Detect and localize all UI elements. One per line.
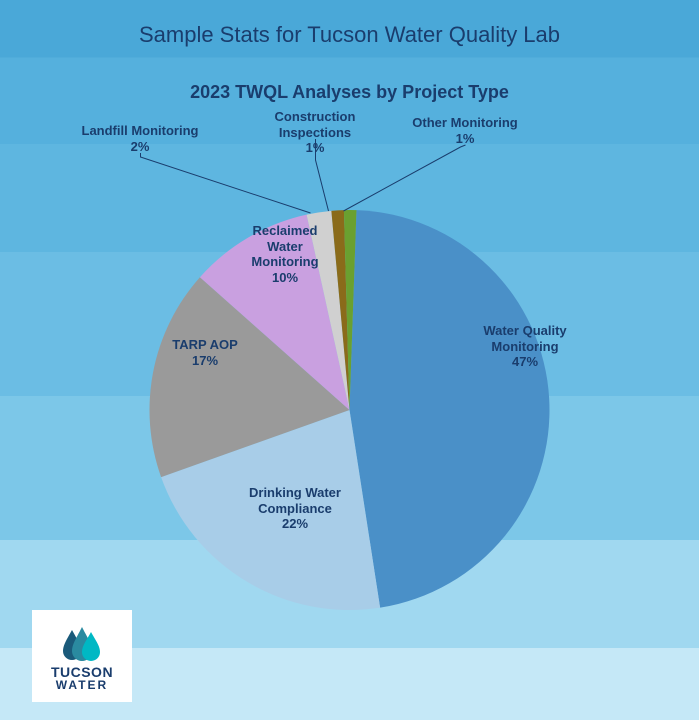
logo-line1: TUCSON xyxy=(51,665,113,679)
slice-label: Drinking Water Compliance 22% xyxy=(220,485,370,532)
slice-label: Landfill Monitoring 2% xyxy=(65,123,215,154)
slice-label: Reclaimed Water Monitoring 10% xyxy=(235,223,335,285)
slice-label: Other Monitoring 1% xyxy=(395,115,535,146)
logo-line2: WATER xyxy=(51,679,113,691)
pie-svg xyxy=(0,115,699,635)
slice-label: Construction Inspections 1% xyxy=(255,109,375,156)
slice-label: Water Quality Monitoring 47% xyxy=(450,323,600,370)
pie-slice xyxy=(349,210,549,608)
water-drops-icon xyxy=(58,623,106,663)
tucson-water-logo: TUCSON WATER xyxy=(32,610,132,702)
slice-label: TARP AOP 17% xyxy=(155,337,255,368)
chart-title: 2023 TWQL Analyses by Project Type xyxy=(0,82,699,103)
logo-text: TUCSON WATER xyxy=(51,665,113,691)
pie-chart: Water Quality Monitoring 47% Drinking Wat… xyxy=(0,115,699,635)
page-title: Sample Stats for Tucson Water Quality La… xyxy=(0,0,699,48)
leader-line xyxy=(140,153,310,213)
